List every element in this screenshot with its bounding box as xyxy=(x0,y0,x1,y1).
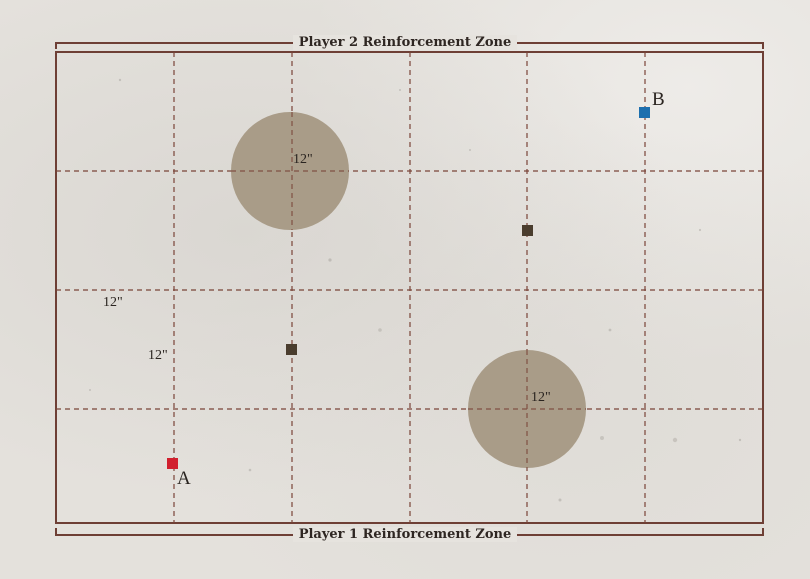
left-lower-measurement: 12" xyxy=(148,348,168,363)
left-upper-measurement: 12" xyxy=(103,295,123,310)
circle-bottom-measurement: 12" xyxy=(531,390,551,405)
circle-top-measurement: 12" xyxy=(293,152,313,167)
grid-lines xyxy=(56,52,763,523)
objective-b-label: B xyxy=(652,89,665,110)
objective-a-label: A xyxy=(177,468,191,489)
objective-a-marker xyxy=(167,458,178,469)
neutral-marker-right xyxy=(522,225,533,236)
concrete-texture xyxy=(89,78,742,502)
objective-b-marker xyxy=(639,107,650,118)
neutral-marker-left xyxy=(286,344,297,355)
